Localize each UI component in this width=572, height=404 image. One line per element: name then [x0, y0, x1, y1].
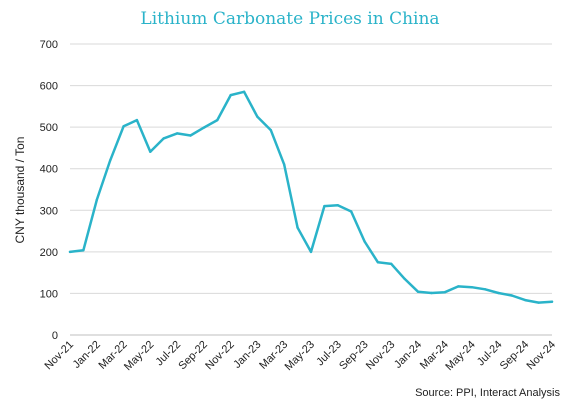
data-point [457, 285, 460, 288]
x-tick-label: Nov-24 [525, 339, 559, 373]
y-tick-label: 600 [40, 81, 58, 93]
x-tick-label: May-24 [443, 339, 477, 373]
data-point [537, 301, 540, 304]
x-tick-label: Sep-22 [176, 339, 210, 373]
chart-title: Lithium Carbonate Prices in China [140, 9, 439, 29]
data-point [430, 291, 433, 295]
data-point [68, 250, 72, 254]
data-point [135, 118, 139, 122]
data-point [242, 90, 246, 94]
y-tick-label: 400 [40, 164, 58, 176]
y-tick-label: 200 [40, 247, 58, 259]
y-tick-label: 700 [40, 39, 58, 51]
y-tick-label: 0 [52, 330, 58, 342]
x-tick-label: May-22 [122, 339, 156, 373]
data-point [122, 125, 125, 128]
data-point [149, 150, 152, 153]
data-point [416, 290, 420, 293]
x-tick-label: Sep-23 [337, 339, 371, 373]
data-point [390, 262, 393, 266]
data-point [550, 300, 554, 303]
data-point [283, 163, 286, 166]
data-point [202, 126, 206, 129]
y-tick-label: 300 [40, 205, 58, 217]
series-line [68, 90, 554, 304]
data-point [269, 128, 272, 132]
x-tick-label: Sep-24 [498, 339, 532, 373]
data-point [256, 115, 259, 119]
data-point [403, 277, 406, 281]
data-point [95, 198, 99, 202]
y-tick-label: 500 [40, 122, 58, 134]
data-point [470, 286, 473, 289]
x-tick-label: May-23 [283, 339, 317, 373]
data-point [350, 210, 353, 213]
data-point [189, 134, 192, 137]
series-layer [68, 90, 554, 304]
y-axis-ticks: 0 100 200 300 400 500 600 700 [40, 39, 58, 342]
data-point [497, 291, 500, 295]
data-point [216, 118, 219, 122]
data-point [162, 137, 165, 140]
data-point [229, 93, 232, 97]
y-axis-title: CNY thousand / Ton [13, 137, 27, 244]
data-point [524, 298, 527, 302]
data-point [109, 159, 112, 162]
data-point [82, 249, 85, 252]
x-tick-label: Nov-21 [43, 339, 77, 373]
data-point [363, 240, 366, 243]
data-point [443, 291, 447, 294]
x-axis-ticks: Nov-21Jan-22Mar-22May-22Jul-22Sep-22Nov-… [43, 339, 559, 373]
y-tick-label: 100 [40, 288, 58, 300]
source-note: Source: PPI, Interact Analysis [415, 387, 560, 399]
x-tick-label: Nov-23 [364, 339, 398, 373]
data-point [175, 132, 179, 135]
data-point [336, 204, 339, 207]
data-point [510, 294, 513, 297]
data-point [323, 204, 326, 208]
data-point [483, 288, 487, 291]
data-point [376, 261, 380, 264]
grid [70, 43, 552, 294]
data-point [309, 250, 313, 254]
x-tick-label: Nov-22 [203, 339, 237, 373]
data-point [296, 226, 299, 229]
